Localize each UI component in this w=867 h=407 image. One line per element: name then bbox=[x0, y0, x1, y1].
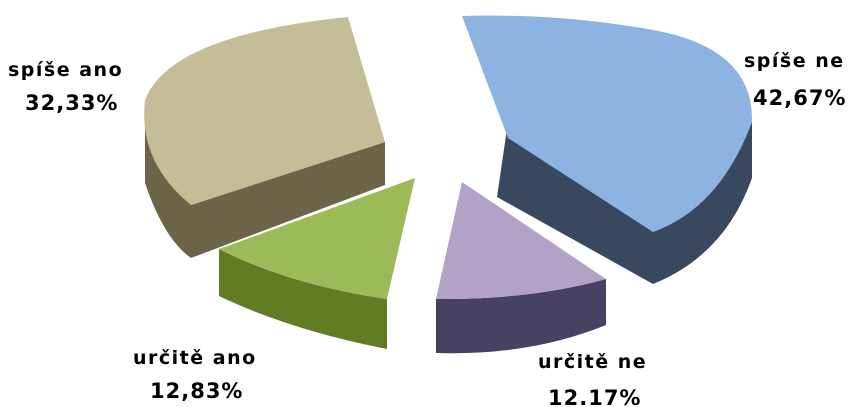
slice-urcite-ano bbox=[219, 178, 415, 349]
slice-spise-ne-top bbox=[462, 15, 753, 232]
label-urcite-ano-value: 12,83% bbox=[150, 379, 243, 403]
slice-urcite-ano-top bbox=[219, 178, 415, 299]
label-urcite-ne-value: 12.17% bbox=[548, 386, 641, 407]
slice-spise-ne bbox=[462, 15, 753, 284]
label-urcite-ne-name: určitě ne bbox=[538, 351, 647, 373]
label-spise-ano-value: 32,33% bbox=[25, 91, 118, 115]
slice-spise-ano-top bbox=[144, 17, 385, 205]
slice-urcite-ne-side bbox=[436, 279, 606, 354]
slice-spise-ano-side bbox=[145, 115, 385, 258]
slice-spise-ano bbox=[144, 17, 385, 258]
slice-urcite-ne-top bbox=[436, 182, 606, 300]
label-spise-ano-name: spíše ano bbox=[8, 59, 123, 81]
label-spise-ne-value: 42,67% bbox=[753, 86, 846, 110]
slice-urcite-ano-side bbox=[219, 249, 387, 349]
label-spise-ne-name: spíše ne bbox=[744, 50, 845, 72]
slice-urcite-ne bbox=[436, 182, 606, 354]
label-urcite-ano-name: určitě ano bbox=[133, 347, 257, 369]
